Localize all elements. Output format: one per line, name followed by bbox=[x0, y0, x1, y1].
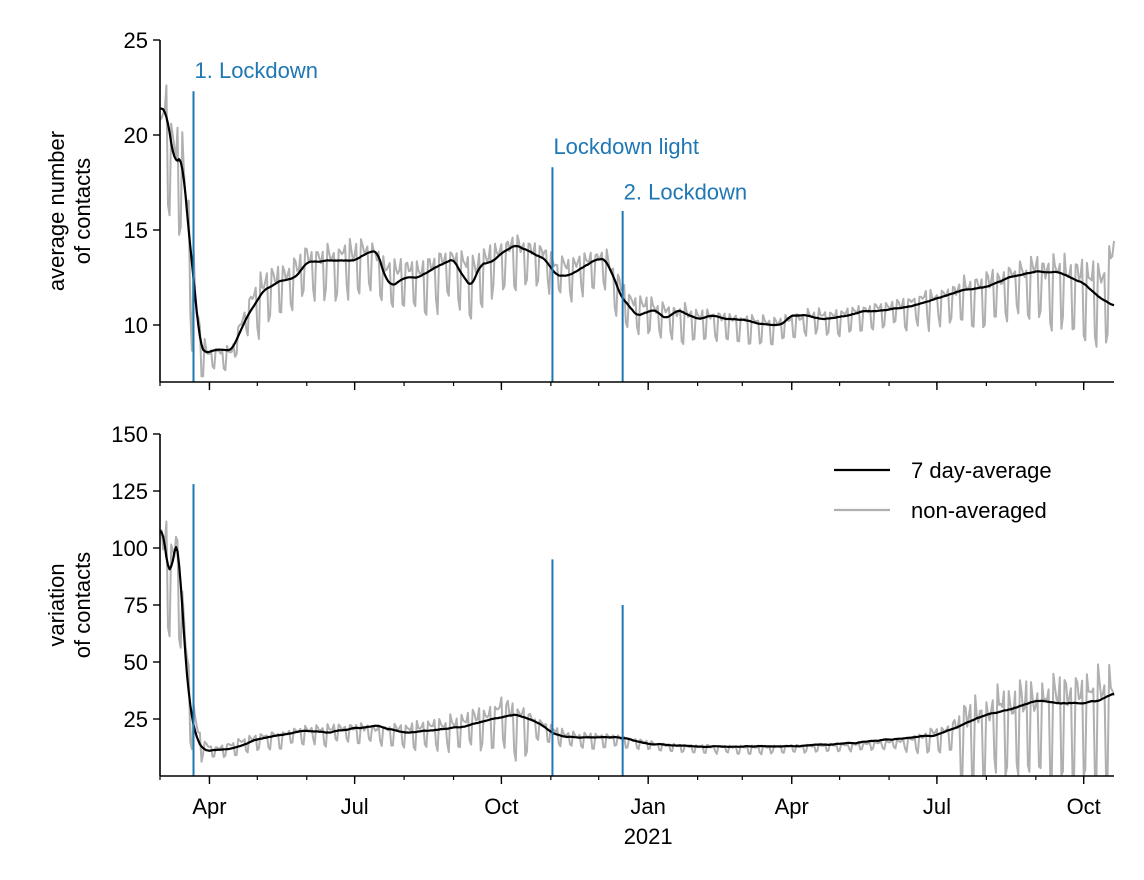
x-tick-label: Apr bbox=[775, 794, 809, 819]
event-label: 1. Lockdown bbox=[195, 58, 319, 83]
y-axis-label: variation bbox=[44, 563, 69, 646]
plot-area bbox=[159, 484, 1115, 777]
y-tick-label: 25 bbox=[124, 28, 148, 53]
x-tick-label: Jan bbox=[630, 794, 665, 819]
y-tick-label: 125 bbox=[111, 479, 148, 504]
x-year-label: 2021 bbox=[624, 824, 673, 849]
legend-label: 7 day-average bbox=[911, 458, 1052, 483]
y-axis-label: of contacts bbox=[70, 158, 95, 264]
y-tick-label: 10 bbox=[124, 313, 148, 338]
x-tick-label: Jul bbox=[341, 794, 369, 819]
top-panel: 1. Lockdown Lockdown light 2. Lockdown 10 15… bbox=[44, 28, 1115, 390]
plot-area: 1. Lockdown Lockdown light 2. Lockdown bbox=[159, 58, 1115, 382]
series-line-7-day-average bbox=[159, 529, 1115, 752]
x-tick-label: Oct bbox=[1067, 794, 1101, 819]
legend: 7 day-average non-averaged bbox=[834, 458, 1052, 523]
axes: 10 15 20 25 average number of contacts bbox=[44, 28, 1114, 390]
y-tick-label: 150 bbox=[111, 422, 148, 447]
x-tick-label: Apr bbox=[192, 794, 226, 819]
y-tick-label: 20 bbox=[124, 123, 148, 148]
event-label: 2. Lockdown bbox=[624, 180, 748, 205]
series-line-non-averaged bbox=[159, 520, 1115, 777]
event-label: Lockdown light bbox=[553, 134, 699, 159]
y-tick-label: 100 bbox=[111, 536, 148, 561]
y-tick-label: 75 bbox=[124, 593, 148, 618]
series-line-non-averaged bbox=[159, 84, 1115, 378]
x-tick-label: Oct bbox=[484, 794, 518, 819]
bottom-panel: 25 50 75 100 125 150 Apr Jul Oct Jan Apr Jul Oct 2021… bbox=[44, 422, 1115, 849]
y-axis-label: average number bbox=[44, 131, 69, 291]
y-tick-label: 50 bbox=[124, 650, 148, 675]
y-tick-label: 25 bbox=[124, 707, 148, 732]
y-tick-label: 15 bbox=[124, 218, 148, 243]
y-axis-label: of contacts bbox=[70, 552, 95, 658]
x-tick-label: Jul bbox=[923, 794, 951, 819]
legend-label: non-averaged bbox=[911, 498, 1047, 523]
axes: 25 50 75 100 125 150 Apr Jul Oct Jan Apr Jul Oct 2021… bbox=[44, 422, 1114, 849]
series-line-7-day-average bbox=[159, 107, 1115, 354]
